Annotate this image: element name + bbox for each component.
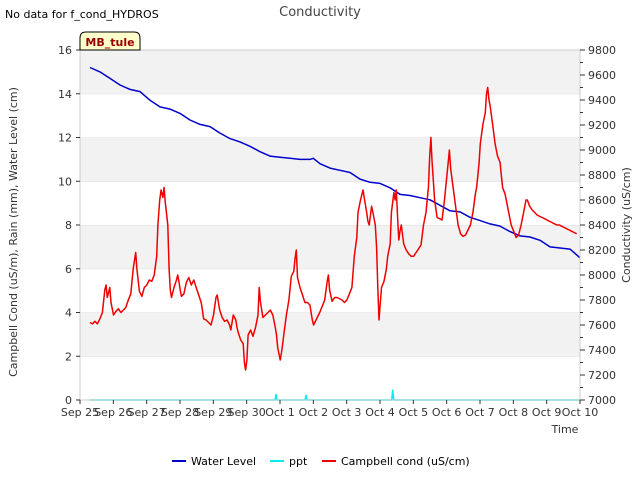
y-left-tick-label: 16 [58, 44, 72, 57]
y-axis-left-label: Campbell Cond (uS/m), Rain (mm), Water L… [7, 87, 20, 377]
x-tick-label: Oct 4 [365, 406, 395, 419]
y-left-tick-label: 2 [65, 350, 72, 363]
legend: Water Level ppt Campbell cond (uS/cm) [172, 455, 470, 468]
chart-title: Conductivity [279, 5, 361, 20]
x-tick-label: Sep 30 [228, 406, 266, 419]
site-badge-label: MB_tule [85, 36, 134, 49]
x-tick-label: Oct 10 [562, 406, 599, 419]
x-tick-label: Sep 27 [128, 406, 166, 419]
y-right-tick-label: 9400 [588, 94, 616, 107]
grid-band [80, 137, 580, 182]
series-line-ppt [90, 389, 580, 401]
x-tick-label: Oct 1 [265, 406, 295, 419]
series-line-campbell-cond-us-cm [89, 86, 578, 371]
x-tick-label: Oct 2 [299, 406, 329, 419]
y-left-tick-label: 14 [58, 88, 72, 101]
grid-band [80, 93, 580, 138]
y-right-tick-label: 8400 [588, 219, 616, 232]
grid-band [80, 181, 580, 225]
x-tick-label: Sep 25 [61, 406, 99, 419]
y-left-tick-label: 10 [58, 175, 72, 188]
x-tick-label: Oct 5 [399, 406, 429, 419]
y-right-tick-label: 8200 [588, 244, 616, 257]
y-right-tick-label: 7600 [588, 319, 616, 332]
site-badge-box [79, 31, 141, 51]
y-left-tick-label: 6 [65, 263, 72, 276]
y-left-tick-label: 8 [65, 219, 72, 232]
y-axis-right: 7000 7200 7400 7600 7800 8000 8200 8400 8600 8800… [580, 44, 616, 407]
x-tick-label: Oct 7 [465, 406, 495, 419]
x-tick-label: Sep 26 [94, 406, 132, 419]
grid-band [80, 356, 580, 400]
y-right-tick-label: 7400 [588, 344, 616, 357]
y-right-tick-label: 9600 [588, 69, 616, 82]
legend-label: Water Level [191, 455, 256, 468]
y-axis-right-label: Conductivity (uS/cm) [620, 167, 633, 283]
x-tick-label: Oct 3 [332, 406, 362, 419]
y-right-tick-label: 8600 [588, 194, 616, 207]
legend-label: Campbell cond (uS/cm) [341, 455, 470, 468]
grid-bands [80, 49, 580, 400]
series-lines [89, 66, 581, 401]
x-axis-label: Time [551, 423, 579, 436]
y-right-tick-label: 9200 [588, 119, 616, 132]
grid-band [80, 312, 580, 357]
y-right-tick-label: 7800 [588, 294, 616, 307]
x-tick-label: Oct 8 [499, 406, 529, 419]
y-left-tick-label: 4 [65, 307, 72, 320]
grid-band [80, 50, 580, 94]
y-right-tick-label: 9800 [588, 44, 616, 57]
grid-band [80, 225, 580, 269]
y-left-tick-label: 0 [65, 394, 72, 407]
no-data-note: No data for f_cond_HYDROS [5, 8, 159, 21]
x-tick-label: Sep 28 [161, 406, 199, 419]
x-tick-label: Sep 29 [194, 406, 232, 419]
y-axis-left: 0 2 4 6 8 10 12 14 16 [58, 44, 80, 407]
y-right-tick-label: 8800 [588, 169, 616, 182]
y-right-tick-label: 9000 [588, 144, 616, 157]
y-left-tick-label: 12 [58, 132, 72, 145]
y-right-tick-label: 8000 [588, 269, 616, 282]
x-tick-label: Oct 9 [532, 406, 562, 419]
site-badge: MB_tule [79, 31, 141, 51]
y-right-tick-label: 7200 [588, 369, 616, 382]
series-line-water-level [89, 66, 581, 259]
x-tick-label: Oct 6 [432, 406, 462, 419]
legend-label: ppt [289, 455, 308, 468]
y-right-tick-label: 7000 [588, 394, 616, 407]
